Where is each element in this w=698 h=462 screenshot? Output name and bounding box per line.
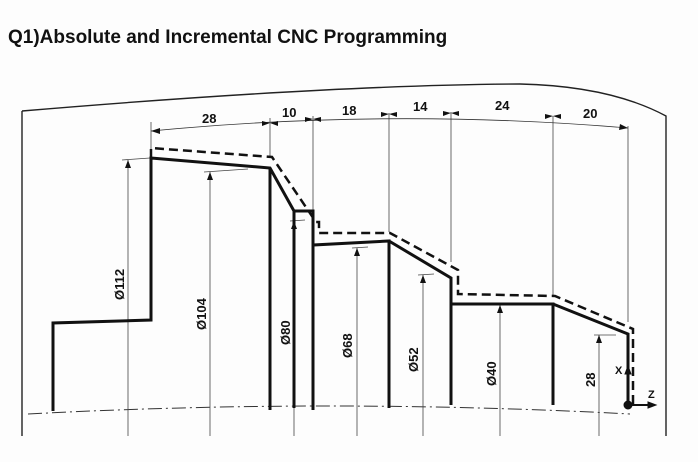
diameter-label-40: Ø40: [484, 361, 499, 386]
length-label-2: 10: [282, 105, 296, 120]
radius-label-28: 28: [583, 373, 598, 387]
dimension-line: [150, 118, 629, 132]
diameter-label-80: Ø80: [278, 320, 293, 345]
z-axis-label: Z: [648, 389, 655, 401]
part-profile: [51, 156, 630, 411]
length-label-5: 24: [495, 98, 510, 113]
length-label-3: 18: [342, 103, 356, 118]
diameter-label-112: Ø112: [112, 269, 127, 300]
step-walls: [268, 168, 315, 410]
length-label-4: 14: [413, 99, 428, 114]
diameter-label-104: Ø104: [194, 297, 209, 330]
drawing-frame: [21, 83, 667, 436]
length-label-1: 28: [202, 111, 216, 126]
centerline: [27, 405, 631, 415]
length-label-6: 20: [583, 106, 597, 121]
diameter-label-52: Ø52: [406, 347, 421, 372]
tool-path: [149, 146, 635, 404]
axis-indicator: [623, 364, 658, 410]
diameter-label-68: Ø68: [340, 333, 355, 358]
page-title: Q1)Absolute and Incremental CNC Programm…: [8, 27, 448, 48]
dimension-arrows: [151, 111, 628, 134]
extension-lines: [121, 112, 629, 436]
x-axis-label: X: [615, 365, 623, 377]
